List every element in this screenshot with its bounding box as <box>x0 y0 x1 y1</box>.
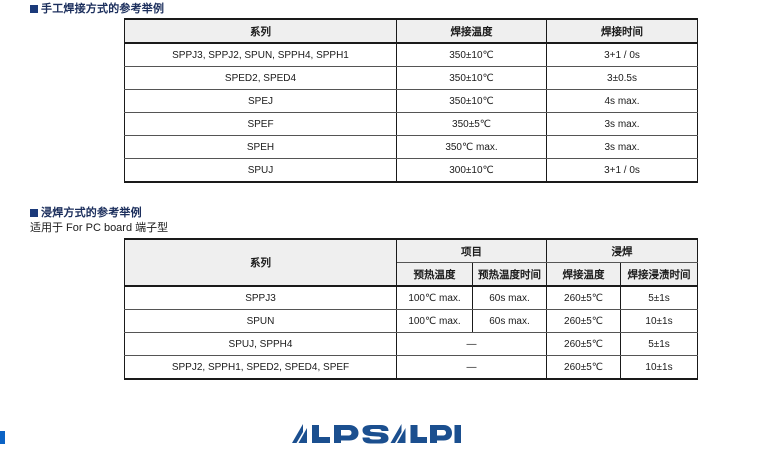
cell-series: SPUJ <box>124 158 397 183</box>
cell-solder-time: 3s max. <box>546 112 698 136</box>
table-row: SPPJ2, SPPH1, SPED2, SPED4, SPEF — 260±5… <box>124 355 698 380</box>
cell-series: SPUJ, SPPH4 <box>124 332 397 356</box>
table-header-row: 系列 焊接温度 焊接时间 <box>124 18 698 44</box>
cell-preheat-merged: — <box>396 355 547 380</box>
cell-solder-time: 4s max. <box>546 89 698 113</box>
col-header-solder-temp: 焊接温度 <box>396 18 547 44</box>
cell-preheat-temp: 100℃ max. <box>396 285 473 310</box>
table-row: SPUJ 300±10℃ 3+1 / 0s <box>124 158 698 183</box>
cell-series: SPEF <box>124 112 397 136</box>
cell-solder-temp: 350±5℃ <box>396 112 547 136</box>
square-bullet-icon <box>30 209 38 217</box>
cell-preheat-temp: 100℃ max. <box>396 309 473 333</box>
cell-series: SPPJ3, SPPJ2, SPUN, SPPH4, SPPH1 <box>124 42 397 67</box>
alpsalpine-logo-icon <box>292 424 461 444</box>
table-row: SPUN 100℃ max. 60s max. 260±5℃ 10±1s <box>124 309 698 333</box>
col-header-dip-time: 焊接浸渍时间 <box>620 262 698 287</box>
col-header-solder-temp: 焊接温度 <box>546 262 621 287</box>
cell-solder-time: 3±0.5s <box>546 66 698 90</box>
section-2-heading-block: 浸焊方式的参考举例 适用于 For PC board 端子型 <box>30 206 168 236</box>
section-1-heading-block: 手工焊接方式的参考举例 <box>30 2 164 16</box>
cell-solder-time: 3+1 / 0s <box>546 158 698 183</box>
col-header-preheat-time: 预热温度时间 <box>472 262 547 287</box>
col-header-solder-time: 焊接时间 <box>546 18 698 44</box>
table-row: SPPJ3 100℃ max. 60s max. 260±5℃ 5±1s <box>124 285 698 310</box>
cell-dip-time: 5±1s <box>620 285 698 310</box>
cell-series: SPPJ2, SPPH1, SPED2, SPED4, SPEF <box>124 355 397 380</box>
cell-solder-temp: 350℃ max. <box>396 135 547 159</box>
cell-solder-temp: 300±10℃ <box>396 158 547 183</box>
table-row: SPUJ, SPPH4 — 260±5℃ 5±1s <box>124 332 698 356</box>
section-2-title-text: 浸焊方式的参考举例 <box>41 207 142 219</box>
cell-dip-time: 10±1s <box>620 355 698 380</box>
cell-preheat-time: 60s max. <box>472 285 547 310</box>
col-header-preheat-temp: 预热温度 <box>396 262 473 287</box>
table-row: SPEH 350℃ max. 3s max. <box>124 135 698 159</box>
group-header-dip: 浸焊 <box>546 238 698 263</box>
cell-series: SPEH <box>124 135 397 159</box>
manual-soldering-table: 系列 焊接温度 焊接时间 SPPJ3, SPPJ2, SPUN, SPPH4, … <box>124 18 698 183</box>
section-1-title-text: 手工焊接方式的参考举例 <box>41 3 165 15</box>
cell-series: SPED2, SPED4 <box>124 66 397 90</box>
dip-soldering-table: 系列 项目 浸焊 预热温度 预热温度时间 焊接温度 焊接浸渍时间 SPPJ3 1… <box>124 238 698 380</box>
cell-solder-time: 3s max. <box>546 135 698 159</box>
table-row: SPEF 350±5℃ 3s max. <box>124 112 698 136</box>
square-bullet-icon <box>30 5 38 13</box>
section-2-subtitle: 适用于 For PC board 端子型 <box>30 222 169 234</box>
table-subheader-row: 预热温度 预热温度时间 焊接温度 焊接浸渍时间 <box>125 262 698 287</box>
section-1-title: 手工焊接方式的参考举例 <box>30 2 164 16</box>
cell-solder-temp: 350±10℃ <box>396 42 547 67</box>
table-row: SPEJ 350±10℃ 4s max. <box>124 89 698 113</box>
manual-soldering-table-wrap: 系列 焊接温度 焊接时间 SPPJ3, SPPJ2, SPUN, SPPH4, … <box>124 18 698 183</box>
dip-soldering-table-wrap: 系列 项目 浸焊 预热温度 预热温度时间 焊接温度 焊接浸渍时间 SPPJ3 1… <box>124 238 698 380</box>
table-row: SPPJ3, SPPJ2, SPUN, SPPH4, SPPH1 350±10℃… <box>124 42 698 67</box>
cell-dip-time: 5±1s <box>620 332 698 356</box>
cell-solder-temp: 260±5℃ <box>546 309 621 333</box>
cell-preheat-merged: — <box>396 332 547 356</box>
page-edge-tab <box>0 431 5 444</box>
cell-series: SPEJ <box>124 89 397 113</box>
cell-solder-time: 3+1 / 0s <box>546 42 698 67</box>
cell-solder-temp: 350±10℃ <box>396 89 547 113</box>
cell-series: SPUN <box>124 309 397 333</box>
alpsalpine-logo <box>292 424 462 448</box>
cell-dip-time: 10±1s <box>620 309 698 333</box>
cell-solder-temp: 260±5℃ <box>546 332 621 356</box>
cell-solder-temp: 350±10℃ <box>396 66 547 90</box>
cell-solder-temp: 260±5℃ <box>546 355 621 380</box>
cell-solder-temp: 260±5℃ <box>546 285 621 310</box>
group-header-item: 项目 <box>396 238 547 263</box>
cell-preheat-time: 60s max. <box>472 309 547 333</box>
table-group-header-row: 系列 项目 浸焊 <box>124 238 698 287</box>
cell-series: SPPJ3 <box>124 285 397 310</box>
section-2-title: 浸焊方式的参考举例 <box>30 206 168 220</box>
col-header-series: 系列 <box>124 238 397 287</box>
table-row: SPED2, SPED4 350±10℃ 3±0.5s <box>124 66 698 90</box>
col-header-series: 系列 <box>124 18 397 44</box>
